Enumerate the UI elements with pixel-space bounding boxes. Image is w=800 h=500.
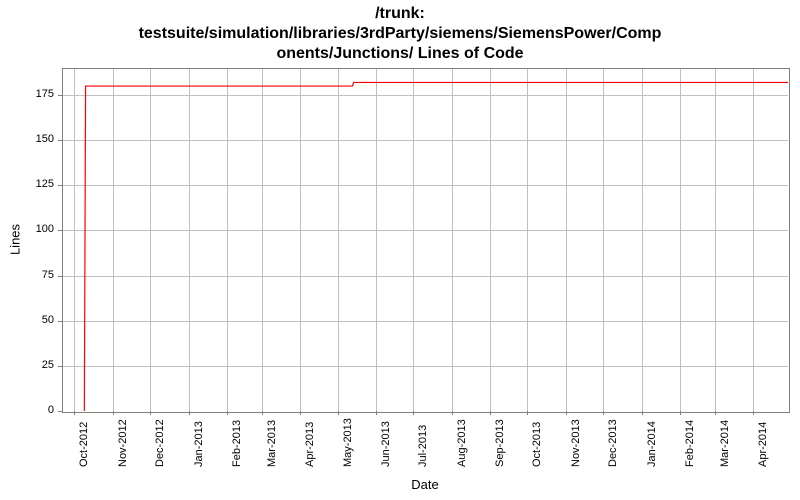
chart-container: { "chart": { "type": "line", "title_line… (0, 0, 800, 500)
line-series (0, 0, 800, 500)
series-line (84, 82, 788, 411)
